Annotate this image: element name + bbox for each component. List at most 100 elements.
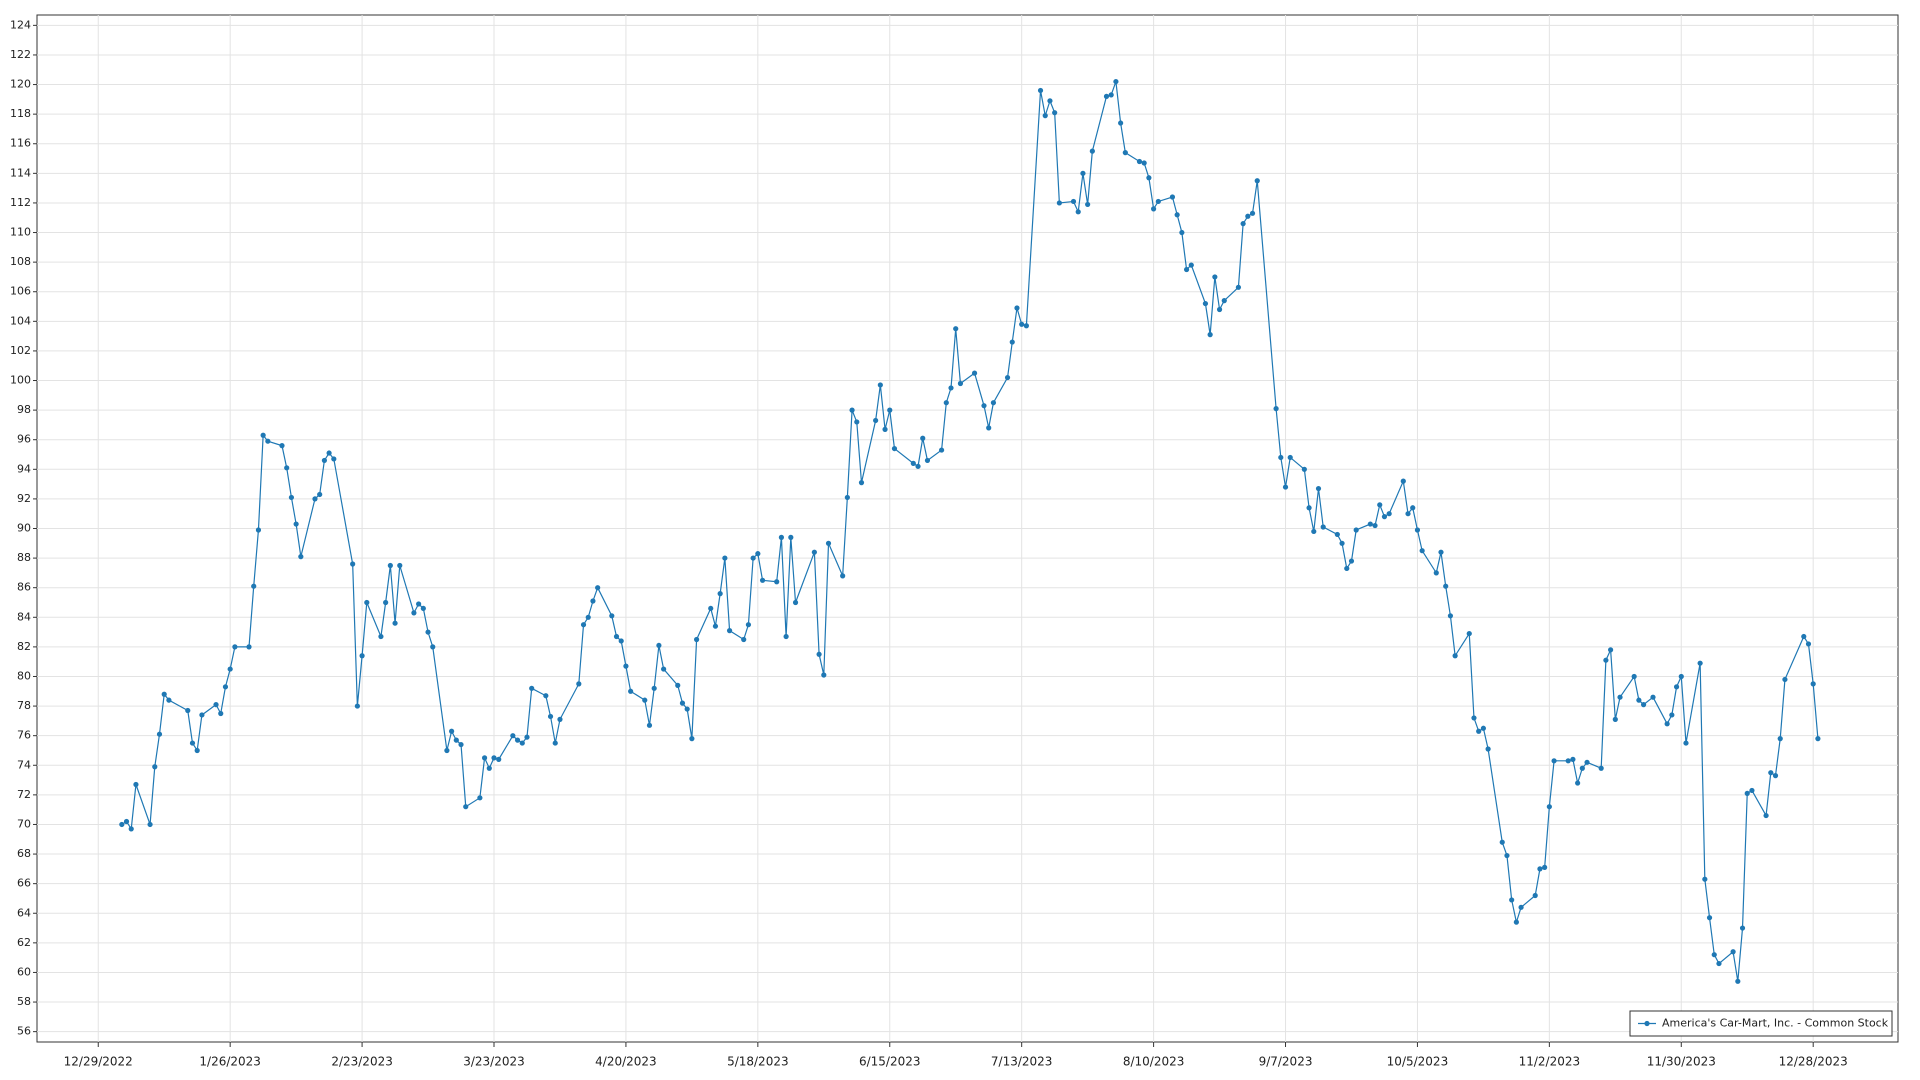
data-point [1386, 511, 1392, 517]
data-point [364, 599, 370, 606]
data-point [411, 610, 417, 616]
data-point [623, 663, 629, 669]
data-point [1169, 194, 1176, 200]
x-tick-label: 6/15/2023 [859, 1055, 921, 1069]
y-tick-label: 62 [17, 936, 31, 949]
y-tick-label: 74 [17, 758, 31, 771]
data-point [161, 691, 167, 697]
data-point [1372, 522, 1378, 529]
data-point [510, 733, 516, 739]
data-point [463, 804, 469, 810]
data-point [651, 685, 657, 691]
data-point [166, 697, 172, 703]
data-point [312, 496, 318, 502]
data-point [1122, 150, 1128, 156]
data-point [915, 463, 921, 469]
data-point [1565, 758, 1571, 764]
data-point [1546, 804, 1552, 810]
data-point [585, 614, 591, 620]
data-point [1678, 673, 1684, 680]
legend: America's Car-Mart, Inc. - Common Stock [1629, 1010, 1893, 1037]
data-point [1584, 759, 1590, 765]
data-point [1443, 583, 1449, 589]
data-point [1631, 673, 1637, 680]
data-point [1141, 160, 1147, 166]
data-point [971, 370, 978, 376]
data-point [873, 417, 879, 424]
data-point [675, 682, 681, 688]
data-point [444, 747, 450, 754]
y-tick-label: 124 [10, 18, 31, 31]
data-point [331, 456, 337, 462]
data-point [1287, 454, 1293, 461]
data-point [1381, 514, 1388, 520]
data-point [1311, 528, 1317, 535]
y-tick-label: 92 [17, 492, 31, 505]
data-point [948, 385, 954, 391]
data-point [1763, 812, 1769, 819]
data-point [387, 562, 393, 569]
data-point [1353, 527, 1359, 533]
data-point [981, 403, 987, 409]
y-tick-label: 102 [10, 344, 31, 357]
data-point [1452, 653, 1458, 659]
data-point [1207, 332, 1213, 338]
data-point [811, 549, 817, 555]
x-tick-label: 4/20/2023 [595, 1055, 657, 1069]
data-point [679, 700, 686, 706]
data-point [1014, 305, 1020, 311]
y-tick-label: 106 [10, 285, 31, 298]
data-point [938, 447, 945, 453]
data-point [1414, 527, 1421, 533]
data-point [1537, 866, 1543, 872]
data-point [1575, 780, 1581, 786]
data-point [416, 601, 422, 607]
y-tick-label: 66 [17, 877, 31, 890]
data-point [858, 480, 865, 486]
data-point [854, 419, 860, 425]
x-tick-label: 8/10/2023 [1123, 1055, 1185, 1069]
data-point [712, 623, 719, 629]
data-point [133, 781, 139, 788]
legend-label: America's Car-Mart, Inc. - Common Stock [1662, 1017, 1889, 1030]
data-point [1768, 770, 1774, 776]
data-point [783, 633, 789, 640]
data-point [953, 326, 959, 332]
data-point [1136, 158, 1143, 165]
data-point [1617, 694, 1623, 700]
data-point [128, 826, 134, 832]
data-point [1056, 200, 1062, 206]
data-point [1499, 839, 1505, 845]
y-tick-label: 86 [17, 581, 31, 594]
x-tick-label: 11/30/2023 [1647, 1055, 1716, 1069]
y-tick-label: 116 [10, 137, 31, 150]
data-point [1433, 570, 1439, 576]
data-point [1023, 323, 1029, 329]
data-point [759, 577, 766, 583]
data-point [910, 460, 916, 466]
y-tick-label: 122 [10, 48, 31, 61]
data-point [449, 728, 455, 734]
data-point [152, 764, 158, 770]
data-point [1249, 210, 1256, 216]
data-point [430, 644, 436, 650]
data-point [1306, 505, 1312, 511]
data-point [1772, 773, 1779, 779]
data-point [246, 644, 252, 650]
data-point [1188, 262, 1194, 268]
data-point [1179, 229, 1185, 236]
data-point [1518, 904, 1524, 910]
y-tick-label: 76 [17, 729, 31, 742]
x-tick-label: 3/23/2023 [463, 1055, 525, 1069]
data-point [1810, 681, 1816, 687]
x-tick-label: 7/13/2023 [991, 1055, 1053, 1069]
data-point [1320, 524, 1326, 530]
data-point [1749, 787, 1755, 794]
data-point [576, 681, 582, 687]
data-point [1513, 919, 1519, 925]
data-point [1339, 540, 1345, 546]
y-tick-label: 114 [10, 166, 31, 179]
data-point [119, 821, 125, 828]
data-point [1080, 170, 1086, 176]
y-tick-label: 78 [17, 699, 31, 712]
